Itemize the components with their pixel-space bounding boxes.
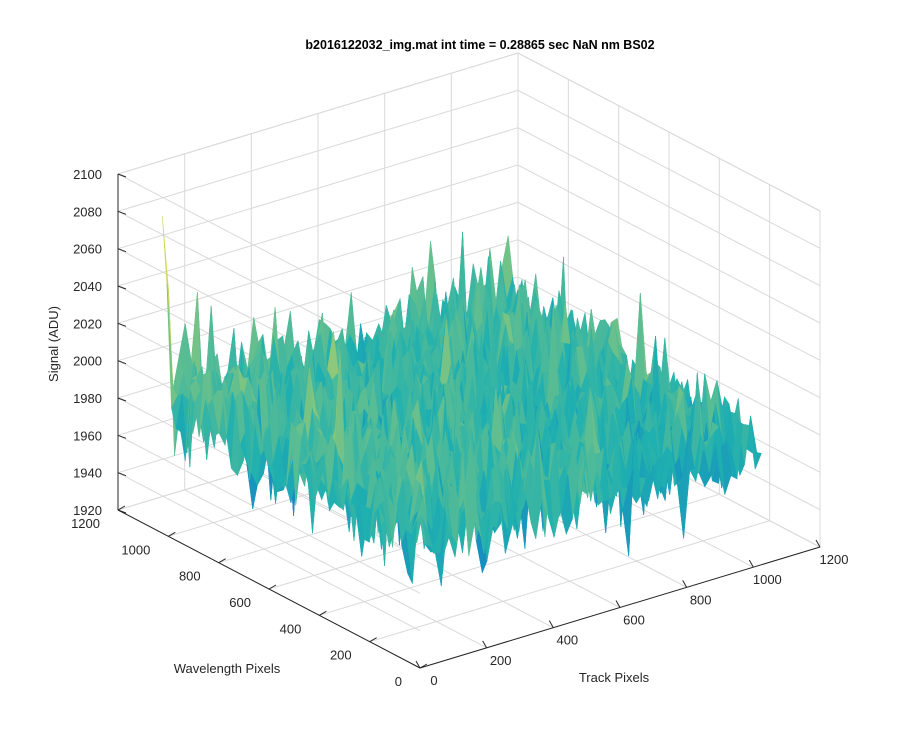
x-tick-mark (415, 660, 421, 669)
z-tick-label: 1960 (73, 428, 102, 443)
z-tick-mark (117, 248, 127, 253)
x-tick-label: 0 (430, 673, 437, 688)
z-tick-mark (117, 285, 127, 290)
y-tick-label: 600 (229, 595, 251, 610)
x-tick-label: 1000 (753, 572, 782, 587)
z-tick-mark (117, 322, 127, 327)
surface-facet (415, 515, 427, 545)
z-tick-mark (117, 173, 127, 178)
surface-plot (162, 215, 762, 586)
y-axis-label: Wavelength Pixels (174, 661, 281, 676)
x-tick-label: 800 (690, 592, 712, 607)
x-tick-label: 1200 (820, 552, 849, 567)
x-tick-mark (815, 539, 821, 548)
z-tick-label: 1980 (73, 391, 102, 406)
y-tick-label: 1000 (121, 542, 150, 557)
x-tick-label: 200 (490, 653, 512, 668)
y-tick-mark (369, 637, 377, 643)
z-tick-mark (117, 210, 127, 215)
axes (117, 173, 821, 669)
z-tick-label: 2100 (73, 167, 102, 182)
z-tick-label: 2020 (73, 316, 102, 331)
z-tick-label: 2080 (73, 204, 102, 219)
x-tick-label: 400 (556, 633, 578, 648)
x-tick-mark (548, 620, 554, 628)
x-tick-label: 600 (623, 613, 645, 628)
z-grid-line (116, 89, 821, 370)
z-tick-mark (117, 397, 127, 402)
y-tick-mark (268, 584, 277, 590)
z-tick-label: 2060 (73, 242, 102, 257)
z-tick-label: 2040 (73, 279, 102, 294)
y-tick-label: 400 (280, 621, 302, 636)
y-tick-mark (419, 663, 428, 669)
y-tick-mark (168, 531, 176, 537)
z-grid-line (116, 127, 821, 408)
x-tick-mark (482, 640, 488, 649)
z-tick-label: 1920 (73, 503, 102, 518)
x-tick-mark (748, 559, 754, 568)
z-tick-mark (117, 509, 127, 514)
back-top-edge (117, 52, 519, 175)
tick-labels: 0 200 400 600 800 1000 1200 0 200 400 600 800 1000 12… (71, 167, 848, 689)
z-tick-mark (117, 360, 127, 365)
z-axis-label: Signal (ADU) (46, 306, 61, 382)
z-tick-label: 1940 (73, 466, 102, 481)
y-tick-label: 0 (395, 674, 402, 689)
y-tick-mark (117, 505, 126, 511)
x-tick-mark (682, 580, 688, 588)
y-tick-label: 800 (179, 569, 201, 584)
y-tick-mark (319, 610, 327, 616)
y-tick-label: 1200 (71, 516, 100, 531)
right-top-edge (517, 52, 821, 212)
x-axis-label: Track Pixels (579, 670, 650, 685)
z-tick-label: 2000 (73, 354, 102, 369)
x-tick-mark (615, 600, 621, 608)
z-tick-mark (117, 472, 127, 477)
y-tick-mark (218, 558, 226, 564)
z-tick-mark (117, 434, 127, 439)
chart-title: b2016122032_img.mat int time = 0.28865 s… (305, 38, 654, 52)
y-tick-label: 200 (330, 648, 352, 663)
